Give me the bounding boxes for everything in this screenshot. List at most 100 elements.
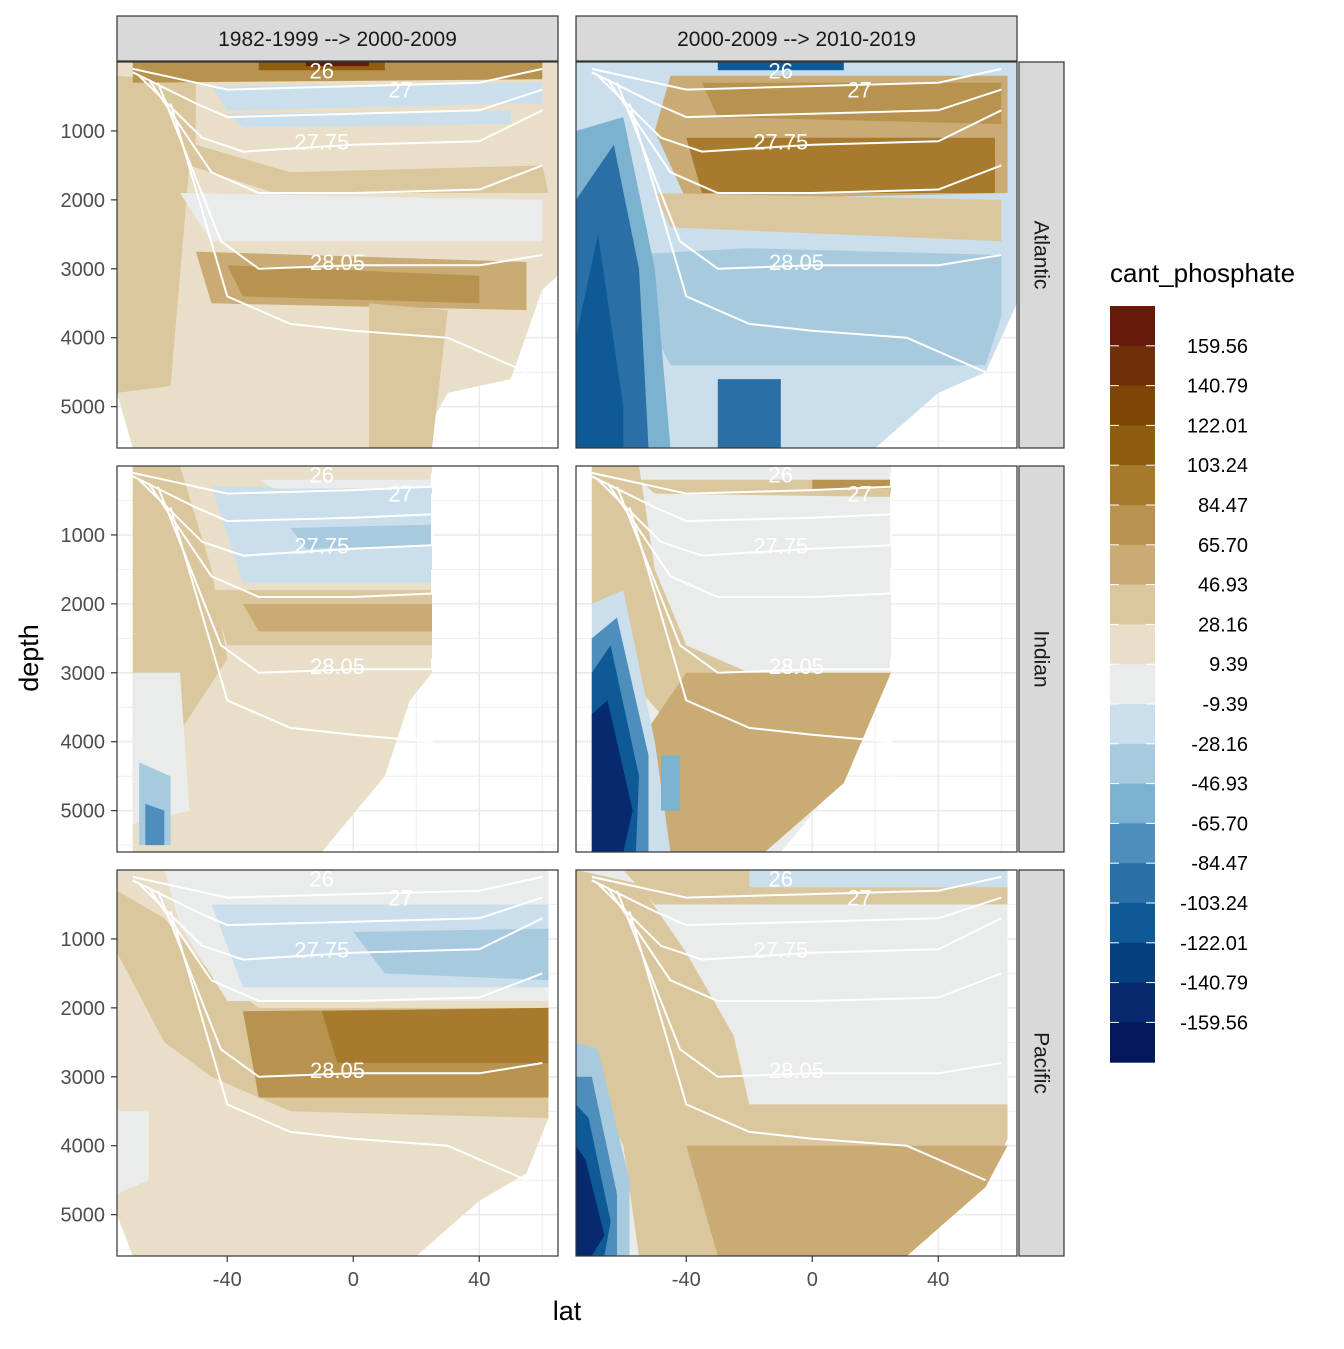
contour-line xyxy=(132,879,543,927)
field-band xyxy=(258,479,432,489)
x-tick-label: 0 xyxy=(807,1269,818,1291)
y-tick-label: 3000 xyxy=(61,663,106,685)
contour-line xyxy=(156,890,543,1078)
field-band xyxy=(369,303,448,448)
y-axis-title: depth xyxy=(14,624,44,692)
field-band xyxy=(132,62,543,83)
legend-title: cant_phosphate xyxy=(1110,258,1295,288)
facet-strip-label: Pacific xyxy=(1030,1032,1053,1094)
legend-label: 159.56 xyxy=(1187,336,1248,358)
legend-label: -65.70 xyxy=(1191,813,1248,835)
contour-label: 28.05 xyxy=(310,1058,365,1083)
legend-label: -159.56 xyxy=(1180,1012,1248,1034)
field-band xyxy=(306,62,369,67)
isopycnal-contours: 26 27 27.75 28.05 xyxy=(591,62,1002,374)
contour-line xyxy=(591,475,892,523)
y-tick-label: 1000 xyxy=(61,121,106,143)
contour-label: 26 xyxy=(769,462,793,487)
field-band xyxy=(686,1145,1008,1256)
panel-field xyxy=(576,870,1008,1256)
field-band xyxy=(717,379,781,448)
legend-label: 103.24 xyxy=(1187,455,1248,477)
contour-label: 27.75 xyxy=(753,533,808,558)
x-axis: -40 0 40 xyxy=(672,1256,949,1291)
contour-line xyxy=(628,507,892,777)
contour-line xyxy=(147,78,543,194)
isopycnal-contours: 26 27 27.75 28.05 xyxy=(591,870,1002,1182)
isopycnal-contours: 26 27 27.75 28.05 xyxy=(132,866,543,1182)
y-tick-label: 3000 xyxy=(61,259,106,281)
legend-label: 122.01 xyxy=(1187,415,1248,437)
contour-line xyxy=(132,71,543,119)
panel-border xyxy=(575,869,1018,1257)
y-tick-label: 4000 xyxy=(61,1136,106,1158)
contour-label: 27.75 xyxy=(753,937,808,962)
panel-atlantic-1: 26 27 27.75 28.05 xyxy=(116,58,559,449)
contour-label: 26 xyxy=(310,866,334,891)
facet-strip-column: 1982-1999 --> 2000-2009 xyxy=(116,15,559,62)
contour-line xyxy=(156,82,543,270)
contour-label: 26 xyxy=(310,462,334,487)
panel-field xyxy=(576,62,1017,448)
contour-line xyxy=(132,471,433,495)
field-band xyxy=(576,234,624,448)
panel-field xyxy=(132,466,433,852)
contour-line xyxy=(591,71,1002,119)
legend-label: 28.16 xyxy=(1198,614,1248,636)
legend-label: -103.24 xyxy=(1180,893,1248,915)
field-band xyxy=(117,75,549,393)
contour-line xyxy=(597,75,1002,153)
legend-swatch xyxy=(1110,982,1155,1023)
y-tick-label: 5000 xyxy=(61,397,106,419)
contour-line xyxy=(138,883,543,961)
panel-pacific-1: 26 27 27.75 28.05 xyxy=(116,866,559,1257)
contour-line xyxy=(132,875,543,899)
legend-label: 9.39 xyxy=(1209,654,1248,676)
field-band xyxy=(661,755,680,811)
legend-swatch xyxy=(1110,664,1155,705)
field-band xyxy=(654,193,1002,242)
y-tick-label: 4000 xyxy=(61,328,106,350)
legend-swatch xyxy=(1110,863,1155,904)
facet-strip-column: 2000-2009 --> 2010-2019 xyxy=(575,15,1018,62)
contour-label: 28.05 xyxy=(769,1058,824,1083)
contour-line xyxy=(616,890,1002,1078)
field-band xyxy=(717,62,844,71)
contour-line xyxy=(606,482,892,598)
y-tick-label: 3000 xyxy=(61,1067,106,1089)
isopycnal-contours: 26 27 27.75 28.05 xyxy=(591,462,892,777)
legend-label: -140.79 xyxy=(1180,973,1248,995)
y-axis: 1000 2000 3000 4000 5000 xyxy=(61,121,117,419)
contour-label: 27 xyxy=(388,886,412,911)
legend-swatch xyxy=(1110,942,1155,984)
y-tick-label: 5000 xyxy=(61,801,106,823)
y-axis: 1000 2000 3000 4000 5000 xyxy=(61,525,117,823)
facet-strip-label: 2000-2009 --> 2010-2019 xyxy=(677,28,916,51)
field-band xyxy=(353,928,549,981)
field-band xyxy=(812,479,891,489)
x-tick-label: -40 xyxy=(213,1269,242,1291)
y-tick-label: 2000 xyxy=(61,190,106,212)
x-axis: -40 0 40 xyxy=(213,1256,490,1291)
contour-label: 27 xyxy=(847,886,871,911)
legend-swatch xyxy=(1110,584,1155,625)
legend-swatch xyxy=(1110,465,1155,506)
legend-swatch xyxy=(1110,624,1155,665)
contour-line xyxy=(597,479,892,557)
field-band xyxy=(639,672,891,852)
x-axis-title: lat xyxy=(553,1296,582,1326)
field-band xyxy=(117,1111,149,1194)
legend-swatch xyxy=(1110,1022,1155,1063)
contour-label: 27 xyxy=(847,78,871,103)
y-tick-label: 1000 xyxy=(61,525,106,547)
contour-line xyxy=(628,103,986,374)
contour-line xyxy=(591,67,1002,91)
contour-label: 26 xyxy=(310,58,334,83)
contour-label: 27 xyxy=(847,482,871,507)
contour-line xyxy=(169,911,527,1182)
contour-label: 28.05 xyxy=(769,654,824,679)
field-band xyxy=(180,193,543,242)
field-band xyxy=(749,870,1008,888)
legend-label: 46.93 xyxy=(1198,575,1248,597)
